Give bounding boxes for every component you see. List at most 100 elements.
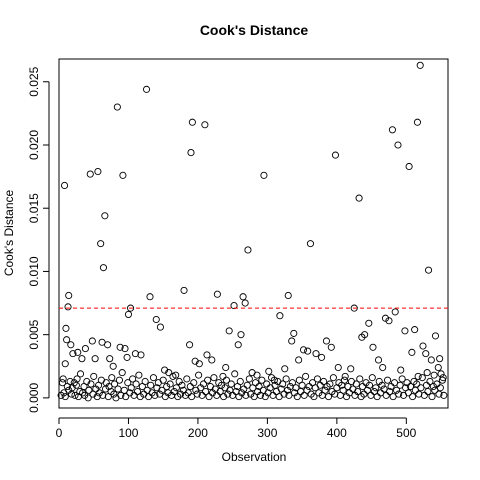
- data-point: [388, 126, 396, 134]
- data-point: [69, 350, 77, 358]
- data-point: [230, 302, 238, 310]
- data-point: [159, 376, 167, 384]
- data-point: [110, 390, 118, 398]
- data-point: [85, 386, 93, 394]
- data-point: [438, 376, 446, 384]
- data-point: [66, 377, 74, 386]
- data-point: [186, 341, 194, 349]
- data-point: [64, 303, 72, 311]
- y-tick-label: 0.005: [27, 319, 41, 349]
- data-point: [104, 341, 112, 349]
- data-point: [303, 386, 311, 394]
- data-point: [127, 384, 135, 392]
- data-point: [440, 391, 448, 399]
- data-point: [142, 85, 151, 93]
- data-point: [369, 343, 377, 351]
- data-point: [61, 360, 69, 368]
- data-point: [239, 293, 247, 301]
- data-point: [304, 347, 312, 355]
- data-point: [408, 348, 416, 356]
- data-point: [97, 240, 105, 248]
- data-point: [265, 367, 273, 375]
- data-point: [73, 375, 81, 383]
- data-point: [74, 348, 82, 356]
- data-point: [427, 356, 435, 364]
- data-point: [180, 286, 188, 294]
- data-point: [244, 246, 252, 254]
- data-point: [129, 375, 137, 383]
- data-point: [156, 323, 164, 331]
- data-point: [347, 365, 355, 373]
- data-point: [385, 317, 393, 325]
- data-point: [361, 331, 369, 339]
- data-point: [204, 376, 212, 384]
- data-point: [409, 393, 417, 401]
- data-point: [87, 380, 95, 388]
- data-point: [141, 377, 149, 386]
- data-point: [404, 389, 412, 397]
- data-point: [183, 375, 191, 383]
- data-point: [195, 360, 203, 368]
- data-point: [339, 386, 347, 394]
- plot-frame: [58, 58, 449, 409]
- data-point: [401, 327, 409, 335]
- data-point: [76, 370, 85, 378]
- data-point: [115, 376, 123, 384]
- data-point: [324, 393, 333, 401]
- data-point: [67, 341, 75, 349]
- x-tick-label: 0: [56, 426, 63, 440]
- data-point: [195, 371, 203, 379]
- data-point: [281, 365, 289, 373]
- data-point: [340, 376, 349, 384]
- x-tick-label: 100: [118, 426, 138, 440]
- data-point: [295, 356, 303, 364]
- data-point: [298, 381, 306, 389]
- data-point: [378, 381, 386, 389]
- data-point: [201, 121, 209, 129]
- data-point: [326, 380, 334, 388]
- data-point: [158, 386, 166, 394]
- data-point: [147, 381, 155, 389]
- data-point: [423, 369, 431, 377]
- data-point: [222, 363, 230, 372]
- data-point: [178, 381, 186, 389]
- data-point: [63, 336, 71, 344]
- data-point: [203, 351, 211, 359]
- data-point: [62, 324, 70, 332]
- x-axis-title: Observation: [222, 450, 287, 464]
- data-point: [306, 240, 315, 248]
- data-point: [394, 141, 402, 149]
- data-point: [108, 374, 116, 382]
- data-point: [406, 382, 415, 391]
- data-point: [428, 393, 436, 401]
- data-point: [188, 118, 196, 126]
- data-point: [293, 393, 301, 401]
- data-point: [255, 382, 263, 391]
- data-point: [99, 264, 108, 272]
- data-point: [224, 390, 232, 398]
- data-point: [152, 315, 160, 324]
- data-point: [59, 375, 67, 383]
- data-point: [208, 356, 216, 364]
- data-point: [393, 386, 401, 394]
- data-point: [149, 374, 158, 382]
- data-point: [386, 388, 394, 396]
- data-point: [372, 384, 380, 392]
- data-point: [292, 384, 300, 392]
- data-point: [78, 355, 86, 363]
- data-point: [231, 370, 239, 378]
- data-point: [365, 381, 374, 389]
- data-point: [113, 103, 121, 111]
- data-point: [170, 388, 178, 396]
- y-tick-label: 0.000: [27, 383, 41, 413]
- data-point: [426, 377, 434, 386]
- data-point: [276, 312, 284, 320]
- data-point: [121, 345, 129, 353]
- data-point: [327, 343, 335, 351]
- data-point: [424, 388, 432, 396]
- data-point: [341, 372, 349, 380]
- data-point: [365, 319, 373, 327]
- data-point: [288, 337, 296, 345]
- data-point: [169, 372, 177, 380]
